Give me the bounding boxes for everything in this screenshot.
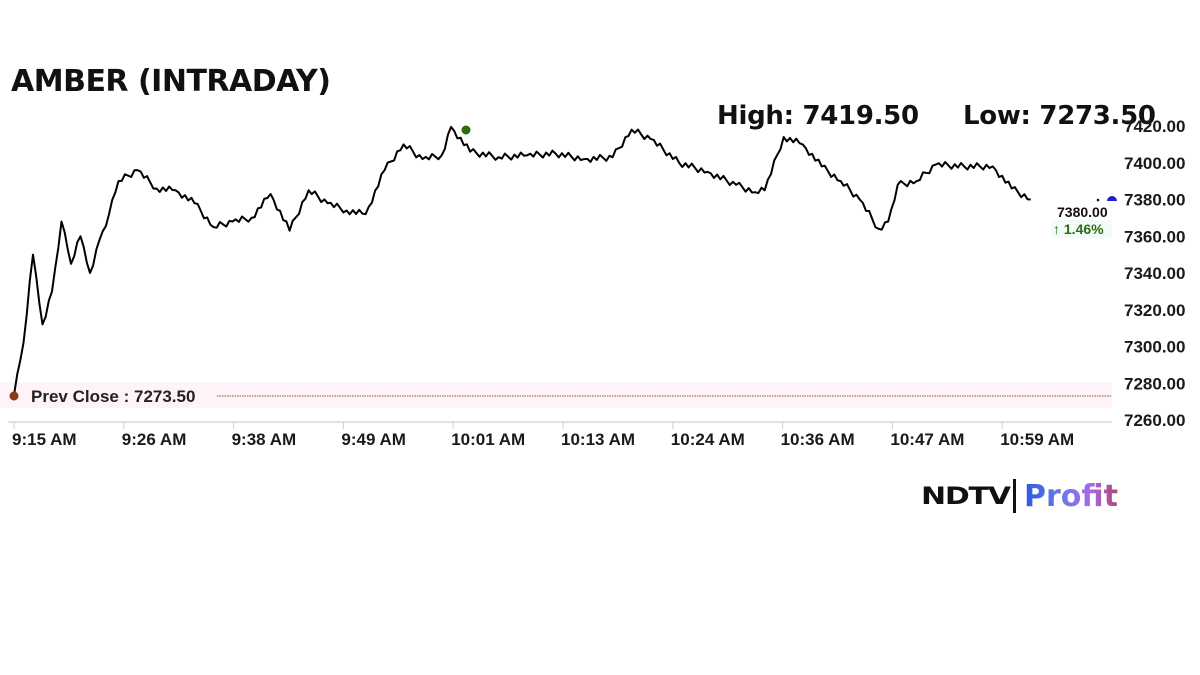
y-tick-label: 7320.00 xyxy=(1124,301,1185,320)
y-axis-ticks: 7420.00 7400.00 7380.00 7360.00 7340.00 7320.… xyxy=(1124,117,1185,430)
y-tick-label: 7300.00 xyxy=(1124,338,1185,357)
x-tick-label: 9:38 AM xyxy=(232,430,297,449)
prev-close-band xyxy=(0,382,1112,408)
y-tick-label: 7260.00 xyxy=(1124,411,1185,430)
last-price-label: 7380.00 xyxy=(1057,204,1108,220)
price-line xyxy=(13,125,1031,396)
x-tick-label: 10:36 AM xyxy=(781,430,855,449)
logo-brand: NDTV xyxy=(921,482,1011,510)
x-tick-label: 10:13 AM xyxy=(561,430,635,449)
dot-marker xyxy=(1096,198,1100,202)
change-percent-label: ↑ 1.46% xyxy=(1053,221,1104,237)
y-tick-label: 7420.00 xyxy=(1124,117,1185,136)
low-value-label: Low: 7273.50 xyxy=(963,101,1156,131)
high-value-label: High: 7419.50 xyxy=(717,101,919,131)
x-tick-label: 10:24 AM xyxy=(671,430,745,449)
x-tick-label: 9:15 AM xyxy=(12,430,77,449)
y-tick-label: 7380.00 xyxy=(1124,191,1185,210)
prev-close-label: Prev Close : 7273.50 xyxy=(31,387,195,406)
prev-close-marker xyxy=(9,391,19,401)
x-axis-ticks: 9:15 AM 9:26 AM 9:38 AM 9:49 AM 10:01 AM 10:1… xyxy=(12,422,1074,449)
y-tick-label: 7280.00 xyxy=(1124,374,1185,393)
x-tick-label: 9:49 AM xyxy=(341,430,406,449)
ndtv-profit-logo: NDTV Profit xyxy=(921,478,1118,514)
y-tick-label: 7400.00 xyxy=(1124,154,1185,173)
logo-product: Profit xyxy=(1024,478,1118,514)
logo-separator xyxy=(1013,479,1016,513)
y-tick-label: 7340.00 xyxy=(1124,264,1185,283)
high-marker xyxy=(461,125,471,135)
x-tick-label: 10:59 AM xyxy=(1000,430,1074,449)
x-tick-label: 10:47 AM xyxy=(890,430,964,449)
x-tick-label: 9:26 AM xyxy=(122,430,187,449)
y-tick-label: 7360.00 xyxy=(1124,227,1185,246)
chart-title: AMBER (INTRADAY) xyxy=(11,64,331,99)
x-tick-label: 10:01 AM xyxy=(451,430,525,449)
